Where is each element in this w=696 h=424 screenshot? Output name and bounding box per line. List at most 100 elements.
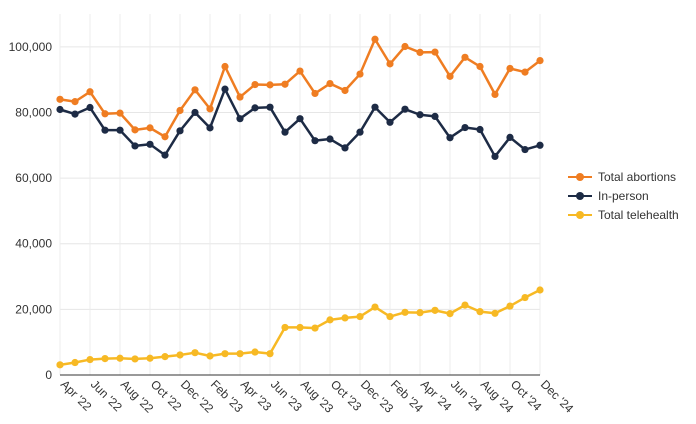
- data-point-total-abortions[interactable]: [431, 48, 439, 56]
- data-point-in-person[interactable]: [131, 142, 139, 150]
- data-point-in-person[interactable]: [536, 141, 544, 149]
- data-point-total-abortions[interactable]: [311, 89, 319, 98]
- data-point-total-abortions[interactable]: [356, 70, 364, 78]
- data-point-in-person[interactable]: [386, 118, 394, 126]
- data-point-total-telehealth[interactable]: [431, 306, 439, 314]
- data-point-in-person[interactable]: [371, 103, 379, 111]
- data-point-total-telehealth[interactable]: [71, 358, 79, 367]
- data-point-total-abortions[interactable]: [281, 80, 289, 88]
- data-point-total-abortions[interactable]: [101, 110, 109, 118]
- data-point-in-person[interactable]: [341, 144, 349, 152]
- data-point-in-person[interactable]: [506, 133, 514, 141]
- data-point-total-abortions[interactable]: [296, 67, 304, 75]
- data-point-total-telehealth[interactable]: [311, 324, 319, 332]
- data-point-total-telehealth[interactable]: [536, 286, 544, 294]
- data-point-in-person[interactable]: [431, 112, 439, 120]
- data-point-total-telehealth[interactable]: [176, 351, 184, 359]
- data-point-in-person[interactable]: [191, 108, 199, 117]
- data-point-in-person[interactable]: [521, 145, 529, 154]
- data-point-total-abortions[interactable]: [461, 53, 469, 61]
- data-point-total-abortions[interactable]: [116, 109, 124, 117]
- data-point-in-person[interactable]: [296, 115, 304, 123]
- data-point-total-abortions[interactable]: [56, 95, 64, 103]
- data-point-total-telehealth[interactable]: [446, 310, 454, 318]
- data-point-total-telehealth[interactable]: [356, 312, 364, 321]
- data-point-total-abortions[interactable]: [401, 42, 409, 51]
- data-point-in-person[interactable]: [161, 151, 169, 159]
- data-point-total-abortions[interactable]: [371, 35, 379, 43]
- data-point-in-person[interactable]: [101, 126, 109, 134]
- data-point-total-telehealth[interactable]: [326, 316, 334, 324]
- data-point-in-person[interactable]: [206, 124, 214, 132]
- data-point-total-telehealth[interactable]: [86, 355, 94, 364]
- data-point-total-abortions[interactable]: [341, 86, 349, 95]
- data-point-total-telehealth[interactable]: [191, 349, 199, 357]
- data-point-in-person[interactable]: [311, 137, 319, 145]
- data-point-total-abortions[interactable]: [326, 79, 334, 88]
- data-point-in-person[interactable]: [236, 115, 244, 123]
- data-point-in-person[interactable]: [116, 126, 124, 134]
- data-point-total-telehealth[interactable]: [341, 314, 349, 322]
- data-point-total-telehealth[interactable]: [101, 354, 109, 363]
- legend-item[interactable]: Total telehealth: [568, 206, 679, 224]
- data-point-total-telehealth[interactable]: [221, 350, 229, 358]
- data-point-total-telehealth[interactable]: [476, 308, 484, 316]
- data-point-in-person[interactable]: [71, 110, 79, 118]
- data-point-total-abortions[interactable]: [191, 86, 199, 94]
- data-point-total-abortions[interactable]: [176, 106, 184, 115]
- data-point-total-abortions[interactable]: [161, 133, 169, 141]
- data-point-total-abortions[interactable]: [491, 90, 499, 99]
- data-point-total-abortions[interactable]: [131, 126, 139, 134]
- data-point-total-telehealth[interactable]: [506, 302, 514, 310]
- data-point-total-telehealth[interactable]: [416, 309, 424, 317]
- data-point-total-abortions[interactable]: [536, 57, 544, 65]
- data-point-in-person[interactable]: [251, 104, 259, 112]
- data-point-total-telehealth[interactable]: [281, 323, 289, 332]
- data-point-in-person[interactable]: [326, 135, 334, 143]
- data-point-total-telehealth[interactable]: [491, 309, 499, 317]
- data-point-total-telehealth[interactable]: [371, 303, 379, 311]
- data-point-in-person[interactable]: [401, 105, 409, 113]
- data-point-total-abortions[interactable]: [506, 64, 514, 73]
- data-point-in-person[interactable]: [476, 125, 484, 134]
- data-point-total-abortions[interactable]: [266, 81, 274, 89]
- data-point-total-abortions[interactable]: [71, 98, 79, 106]
- data-point-total-telehealth[interactable]: [461, 301, 469, 309]
- data-point-total-abortions[interactable]: [476, 62, 484, 71]
- data-point-in-person[interactable]: [281, 128, 289, 136]
- data-point-total-abortions[interactable]: [221, 62, 229, 71]
- data-point-total-telehealth[interactable]: [266, 350, 274, 358]
- data-point-total-telehealth[interactable]: [116, 354, 124, 362]
- data-point-in-person[interactable]: [86, 103, 94, 112]
- data-point-total-abortions[interactable]: [416, 48, 424, 56]
- legend-item[interactable]: Total abortions: [568, 168, 679, 186]
- data-point-total-telehealth[interactable]: [236, 350, 244, 358]
- legend-item[interactable]: In-person: [568, 187, 679, 205]
- data-point-in-person[interactable]: [56, 105, 64, 114]
- data-point-total-telehealth[interactable]: [56, 361, 64, 369]
- data-point-total-abortions[interactable]: [236, 93, 244, 101]
- data-point-in-person[interactable]: [416, 111, 424, 119]
- data-point-total-abortions[interactable]: [446, 72, 454, 80]
- data-point-total-telehealth[interactable]: [206, 352, 214, 360]
- data-point-total-telehealth[interactable]: [146, 354, 154, 362]
- data-point-in-person[interactable]: [446, 134, 454, 142]
- data-point-total-telehealth[interactable]: [386, 312, 394, 321]
- data-point-total-abortions[interactable]: [386, 60, 394, 68]
- data-point-total-telehealth[interactable]: [251, 348, 259, 356]
- data-point-in-person[interactable]: [491, 152, 499, 161]
- data-point-total-telehealth[interactable]: [401, 308, 409, 316]
- data-point-total-abortions[interactable]: [251, 80, 259, 89]
- data-point-total-telehealth[interactable]: [161, 353, 169, 361]
- data-point-in-person[interactable]: [221, 85, 229, 93]
- data-point-total-abortions[interactable]: [146, 124, 154, 132]
- data-point-in-person[interactable]: [461, 123, 469, 132]
- data-point-total-telehealth[interactable]: [131, 355, 139, 363]
- data-point-total-abortions[interactable]: [206, 105, 214, 113]
- data-point-total-abortions[interactable]: [86, 88, 94, 96]
- data-point-in-person[interactable]: [356, 128, 364, 136]
- data-point-in-person[interactable]: [266, 103, 274, 111]
- data-point-in-person[interactable]: [146, 140, 154, 148]
- data-point-total-telehealth[interactable]: [521, 293, 529, 302]
- data-point-total-abortions[interactable]: [521, 68, 529, 76]
